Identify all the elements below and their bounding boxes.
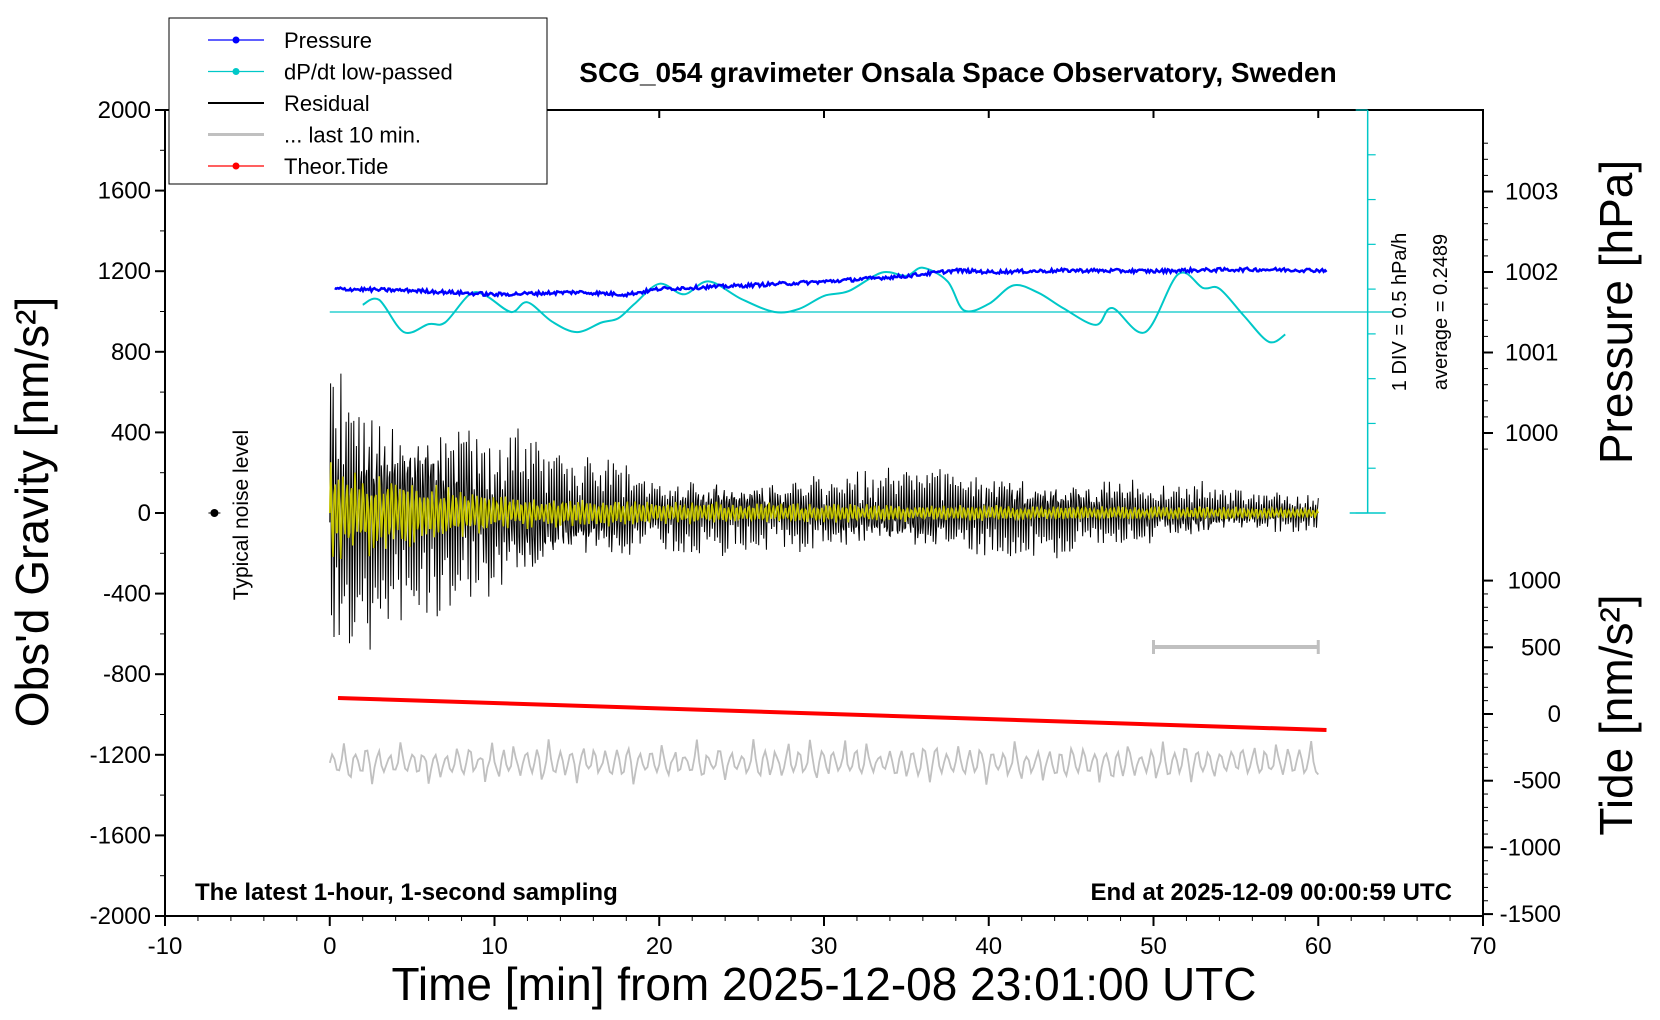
- y-tick-label: 1600: [98, 178, 151, 205]
- pressure-tick-label: 1000: [1505, 420, 1558, 447]
- x-tick-label: 60: [1305, 933, 1332, 960]
- legend-marker: [232, 162, 240, 170]
- x-tick-label: 0: [323, 933, 336, 960]
- tide-tick-label: 1000: [1508, 568, 1561, 595]
- y-tick-label: 400: [111, 419, 151, 446]
- legend-label: ... last 10 min.: [284, 123, 421, 148]
- y-axis-label-tide: Tide [nm/s²]: [1590, 594, 1642, 835]
- annotation-sampling: The latest 1-hour, 1-second sampling: [195, 879, 618, 906]
- pressure-line: [334, 265, 1328, 299]
- legend-box: [168, 17, 548, 185]
- tide-tick-label: -500: [1513, 768, 1561, 795]
- legend-marker: [232, 68, 240, 75]
- y-tick-label: -2000: [90, 903, 151, 930]
- y-tick-label: -400: [103, 581, 151, 608]
- dpdt-line: [362, 266, 1286, 344]
- x-axis-label: Time [min] from 2025-12-08 23:01:00 UTC: [392, 958, 1257, 1010]
- legend-label: Pressure: [284, 28, 372, 53]
- y-axis-label-pressure: Pressure [hPa]: [1590, 160, 1642, 464]
- legend: Pressure dP/dt low-passed Residual ... last…: [168, 17, 548, 185]
- y-axis-label-left: Obs'd Gravity [nm/s²]: [6, 297, 58, 728]
- legend-label: Residual: [284, 91, 370, 116]
- x-tick-label: 70: [1470, 933, 1497, 960]
- residual-lowpassed-line: [329, 462, 1320, 560]
- pressure-tick-label: 1001: [1505, 340, 1558, 367]
- tide-tick-label: -1000: [1500, 834, 1561, 861]
- tide-tick-label: -1500: [1500, 901, 1561, 928]
- tide-tick-label: 0: [1548, 701, 1561, 728]
- noise-level-label: Typical noise level: [230, 430, 253, 600]
- y-tick-label: 0: [138, 500, 151, 527]
- x-tick-label: 10: [481, 933, 508, 960]
- dpdt-div-label: 1 DIV = 0.5 hPa/h: [1389, 233, 1411, 391]
- x-tick-label: 50: [1140, 933, 1167, 960]
- y-tick-label: -1200: [90, 742, 151, 769]
- x-tick-label: -10: [148, 933, 183, 960]
- chart-title: SCG_054 gravimeter Onsala Space Observat…: [579, 57, 1336, 88]
- legend-marker: [232, 36, 240, 44]
- x-tick-label: 40: [975, 933, 1002, 960]
- last-10-min-line: [328, 739, 1319, 785]
- noise-level-marker: [210, 509, 219, 517]
- x-tick-label: 20: [646, 933, 673, 960]
- y-tick-label: 2000: [98, 97, 151, 124]
- y-tick-label: -800: [103, 661, 151, 688]
- y-tick-label: 1200: [98, 258, 151, 285]
- axis-layer: -10 0 10 20 30 40 50 60 70 -2000 -1600 -1200 -800 -40…: [90, 97, 1561, 960]
- series-layer: [208, 109, 1393, 785]
- x-tick-label: 30: [811, 933, 838, 960]
- annotation-end-time: End at 2025-12-09 00:00:59 UTC: [1091, 879, 1453, 906]
- legend-label: Theor.Tide: [284, 154, 388, 179]
- pressure-tick-label: 1003: [1505, 179, 1558, 206]
- y-tick-label: 800: [111, 339, 151, 366]
- legend-label: dP/dt low-passed: [284, 60, 453, 85]
- theor-tide-line: [337, 695, 1327, 733]
- tide-tick-label: 500: [1521, 634, 1561, 661]
- pressure-tick-label: 1002: [1505, 259, 1558, 286]
- dpdt-average-label: average = 0.2489: [1430, 234, 1452, 390]
- y-tick-label: -1600: [90, 822, 151, 849]
